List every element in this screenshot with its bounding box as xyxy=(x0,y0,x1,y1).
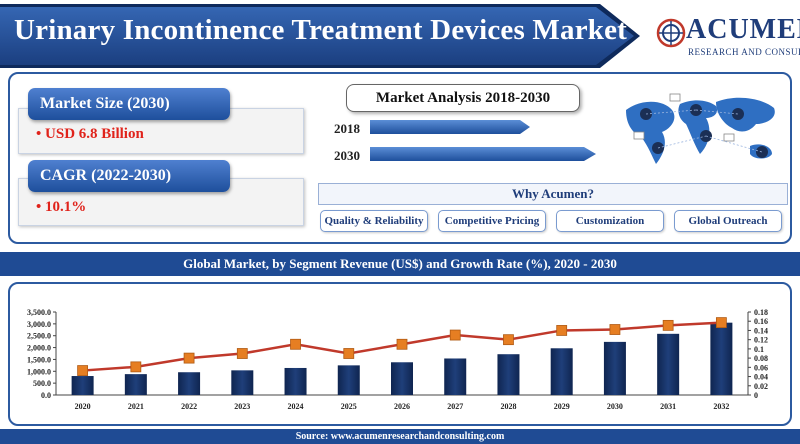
bar-2027 xyxy=(444,358,467,395)
growth-point-2027 xyxy=(449,329,461,341)
growth-point-2022 xyxy=(183,352,195,364)
x-tick-label: 2030 xyxy=(607,402,623,411)
growth-point-2028 xyxy=(503,334,514,346)
bar-2020 xyxy=(71,376,94,395)
why-item-customization: Customization xyxy=(556,210,664,232)
bar-2028 xyxy=(497,354,520,395)
y-tick-label: 1,000.0 xyxy=(27,367,51,376)
y2-tick-label: 0.18 xyxy=(754,308,768,317)
why-item-outreach: Global Outreach xyxy=(674,210,782,232)
logo-name: ACUMEN xyxy=(686,14,800,45)
x-tick-label: 2026 xyxy=(394,402,410,411)
why-acumen-title: Why Acumen? xyxy=(318,183,788,205)
page-title: Urinary Incontinence Treatment Devices M… xyxy=(14,14,628,46)
x-tick-label: 2031 xyxy=(660,402,676,411)
growth-point-2021 xyxy=(130,361,142,373)
y2-tick-label: 0.02 xyxy=(754,382,768,391)
bar-2023 xyxy=(231,370,254,395)
logo-subtitle: RESEARCH AND CONSULTING xyxy=(688,47,800,57)
market-growth-arrows xyxy=(370,120,596,161)
kpi-cagr-label: CAGR (2022-2030) xyxy=(28,160,230,192)
y-tick-label: 3,000.0 xyxy=(27,320,51,329)
kpi-market-size-text: USD 6.8 Billion xyxy=(45,126,144,142)
bar-2032 xyxy=(710,322,733,395)
bar-2022 xyxy=(178,372,201,395)
x-tick-label: 2029 xyxy=(554,402,570,411)
growth-point-2029 xyxy=(556,325,568,336)
growth-point-2024 xyxy=(290,338,301,350)
y-tick-label: 500.0 xyxy=(33,379,51,388)
kpi-market-size-label: Market Size (2030) xyxy=(28,88,230,120)
y2-tick-label: 0.14 xyxy=(754,326,768,335)
kpi-market-size-value: • USD 6.8 Billion xyxy=(36,126,144,142)
year-label-2030: 2030 xyxy=(334,148,360,163)
growth-point-2032 xyxy=(715,317,727,329)
arrow-2018 xyxy=(370,120,530,134)
header-banner xyxy=(0,4,640,68)
y2-tick-label: 0.04 xyxy=(754,373,768,382)
bar-2030 xyxy=(603,341,626,395)
x-tick-label: 2020 xyxy=(75,402,91,411)
chart-section-title: Global Market, by Segment Revenue (US$) … xyxy=(0,252,800,276)
growth-point-2020 xyxy=(77,365,89,376)
year-label-2018: 2018 xyxy=(334,121,360,136)
revenue-growth-chart: 0.0 500.0 1,000.0 1,500.0 2,000.0 2,500.0 3,00… xyxy=(27,308,768,411)
growth-point-2026 xyxy=(396,338,408,350)
bar-2025 xyxy=(337,365,360,395)
why-item-quality: Quality & Reliability xyxy=(320,210,428,232)
market-analysis-title: Market Analysis 2018-2030 xyxy=(346,84,580,112)
x-tick-label: 2022 xyxy=(181,402,197,411)
x-tick-label: 2021 xyxy=(128,402,144,411)
bar-2031 xyxy=(657,333,680,395)
world-map-illustration xyxy=(626,93,775,164)
arrow-2030 xyxy=(370,147,596,161)
growth-point-2025 xyxy=(343,348,355,359)
bar-2026 xyxy=(391,362,413,395)
y-tick-label: 1,500.0 xyxy=(27,355,51,364)
kpi-cagr-text: 10.1% xyxy=(45,199,87,215)
bar-2029 xyxy=(550,348,573,395)
x-tick-label: 2023 xyxy=(234,402,250,411)
x-tick-label: 2025 xyxy=(341,402,357,411)
y2-tick-label: 0 xyxy=(754,391,758,400)
y2-tick-label: 0.06 xyxy=(754,363,768,372)
bar-2024 xyxy=(284,367,307,395)
why-item-pricing: Competitive Pricing xyxy=(438,210,546,232)
kpi-cagr-value: • 10.1% xyxy=(36,199,87,215)
growth-point-2031 xyxy=(662,319,674,331)
x-tick-label: 2024 xyxy=(288,402,304,411)
x-tick-label: 2027 xyxy=(447,402,463,411)
y-tick-label: 2,000.0 xyxy=(27,344,51,353)
y2-tick-label: 0.12 xyxy=(754,336,768,345)
y-tick-label: 2,500.0 xyxy=(27,332,51,341)
acumen-logo: ACUMEN RESEARCH AND CONSULTING xyxy=(656,14,800,60)
growth-point-2030 xyxy=(609,324,621,335)
bar-2021 xyxy=(124,374,147,395)
y2-tick-label: 0.16 xyxy=(754,317,768,326)
globe-logo-icon xyxy=(656,18,686,48)
y2-tick-label: 0.1 xyxy=(754,345,764,354)
y-tick-label: 0.0 xyxy=(41,391,51,400)
x-tick-label: 2028 xyxy=(500,402,516,411)
x-tick-label: 2032 xyxy=(713,402,729,411)
y-tick-label: 3,500.0 xyxy=(27,308,51,317)
y2-tick-label: 0.08 xyxy=(754,354,768,363)
source-footer: Source: www.acumenresearchandconsulting.… xyxy=(0,429,800,444)
growth-point-2023 xyxy=(236,348,248,359)
